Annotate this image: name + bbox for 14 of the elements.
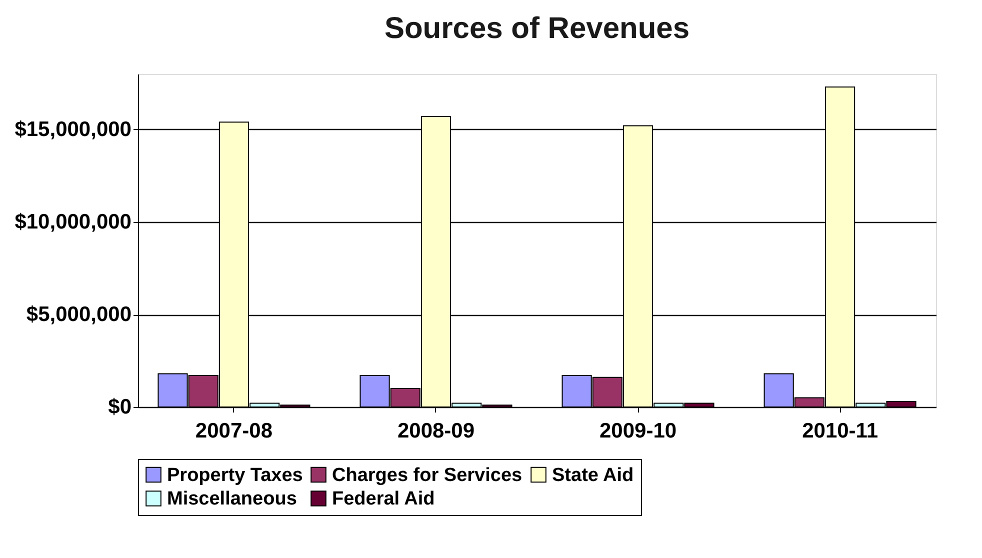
legend-label: Federal Aid (332, 488, 435, 510)
x-tick-label: 2009-10 (599, 420, 677, 442)
x-tick-label: 2010-11 (802, 420, 878, 442)
legend-label: Property Taxes (167, 464, 303, 486)
y-tick-label: $5,000,000 (26, 303, 132, 326)
chart-title: Sources of Revenues (384, 12, 690, 45)
y-tick-label: $10,000,000 (14, 210, 132, 234)
x-tick-label: 2007-08 (195, 420, 273, 442)
y-tick-label: $0 (108, 396, 132, 418)
legend-label: State Aid (552, 464, 634, 486)
y-tick-label: $15,000,000 (14, 118, 132, 141)
legend-label: Charges for Services (332, 464, 522, 486)
x-tick-label: 2008-09 (397, 420, 475, 442)
legend-label: Miscellaneous (167, 488, 297, 510)
